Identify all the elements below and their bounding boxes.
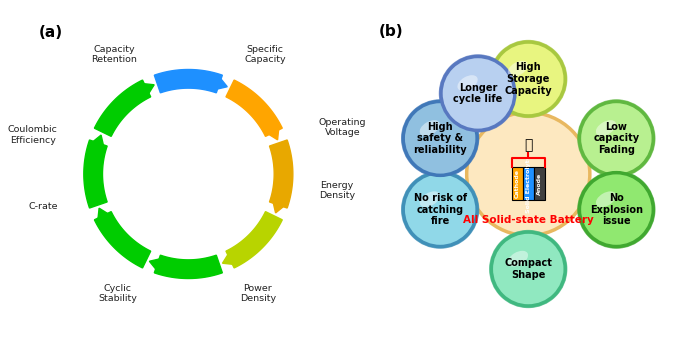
Text: Power
Density: Power Density (240, 284, 276, 303)
Text: Longer
cycle life: Longer cycle life (453, 82, 503, 104)
Polygon shape (534, 167, 545, 200)
Circle shape (580, 102, 653, 175)
Text: Low
capacity
Fading: Low capacity Fading (593, 122, 639, 155)
Text: Cathode: Cathode (514, 169, 520, 198)
Text: Cyclic
Stability: Cyclic Stability (98, 284, 137, 303)
Circle shape (401, 171, 479, 249)
Circle shape (489, 40, 567, 118)
Polygon shape (264, 124, 279, 140)
Ellipse shape (508, 251, 528, 267)
Text: C-rate: C-rate (28, 202, 58, 211)
Polygon shape (223, 250, 238, 265)
Circle shape (439, 54, 517, 133)
Text: No
Explosion
issue: No Explosion issue (590, 193, 643, 226)
Ellipse shape (596, 120, 616, 136)
Polygon shape (149, 258, 165, 274)
Ellipse shape (458, 75, 477, 91)
Text: (a): (a) (39, 25, 63, 40)
Text: Energy
Density: Energy Density (319, 181, 355, 200)
Text: (b): (b) (379, 24, 403, 39)
Polygon shape (84, 140, 107, 208)
Text: Capacity
Retention: Capacity Retention (91, 45, 137, 64)
Ellipse shape (420, 191, 440, 207)
Ellipse shape (508, 61, 528, 77)
Text: High
safety &
reliability: High safety & reliability (413, 122, 467, 155)
Polygon shape (154, 70, 223, 93)
Text: Specific
Capacity: Specific Capacity (245, 45, 286, 64)
Polygon shape (512, 167, 523, 200)
Polygon shape (97, 208, 112, 224)
Text: All Solid-state Battery: All Solid-state Battery (463, 215, 594, 225)
Ellipse shape (420, 120, 440, 136)
Polygon shape (272, 197, 288, 213)
Circle shape (403, 102, 477, 175)
Text: No risk of
catching
fire: No risk of catching fire (414, 193, 466, 226)
Circle shape (577, 171, 656, 249)
Polygon shape (269, 140, 293, 208)
Polygon shape (154, 255, 223, 278)
Circle shape (580, 173, 653, 246)
Ellipse shape (596, 191, 616, 207)
Polygon shape (226, 80, 282, 136)
Circle shape (489, 230, 567, 308)
Polygon shape (523, 167, 534, 200)
Circle shape (403, 173, 477, 246)
Text: High
Storage
Capacity: High Storage Capacity (504, 62, 552, 96)
Polygon shape (138, 83, 154, 98)
Polygon shape (212, 74, 227, 90)
Polygon shape (95, 80, 151, 136)
Circle shape (491, 232, 565, 306)
Text: Compact
Shape: Compact Shape (504, 258, 552, 280)
Text: Anode: Anode (537, 173, 542, 195)
Text: Operating
Voltage: Operating Voltage (319, 118, 366, 137)
Circle shape (401, 99, 479, 177)
Circle shape (466, 112, 590, 236)
Text: 💡: 💡 (524, 138, 532, 152)
Circle shape (577, 99, 656, 177)
Polygon shape (89, 135, 105, 151)
Circle shape (441, 56, 515, 130)
Text: Coulombic
Efficiency: Coulombic Efficiency (8, 125, 58, 144)
Polygon shape (226, 212, 282, 268)
Text: Solid Electrolyte: Solid Electrolyte (526, 155, 531, 213)
Polygon shape (95, 212, 151, 268)
Circle shape (491, 42, 565, 116)
